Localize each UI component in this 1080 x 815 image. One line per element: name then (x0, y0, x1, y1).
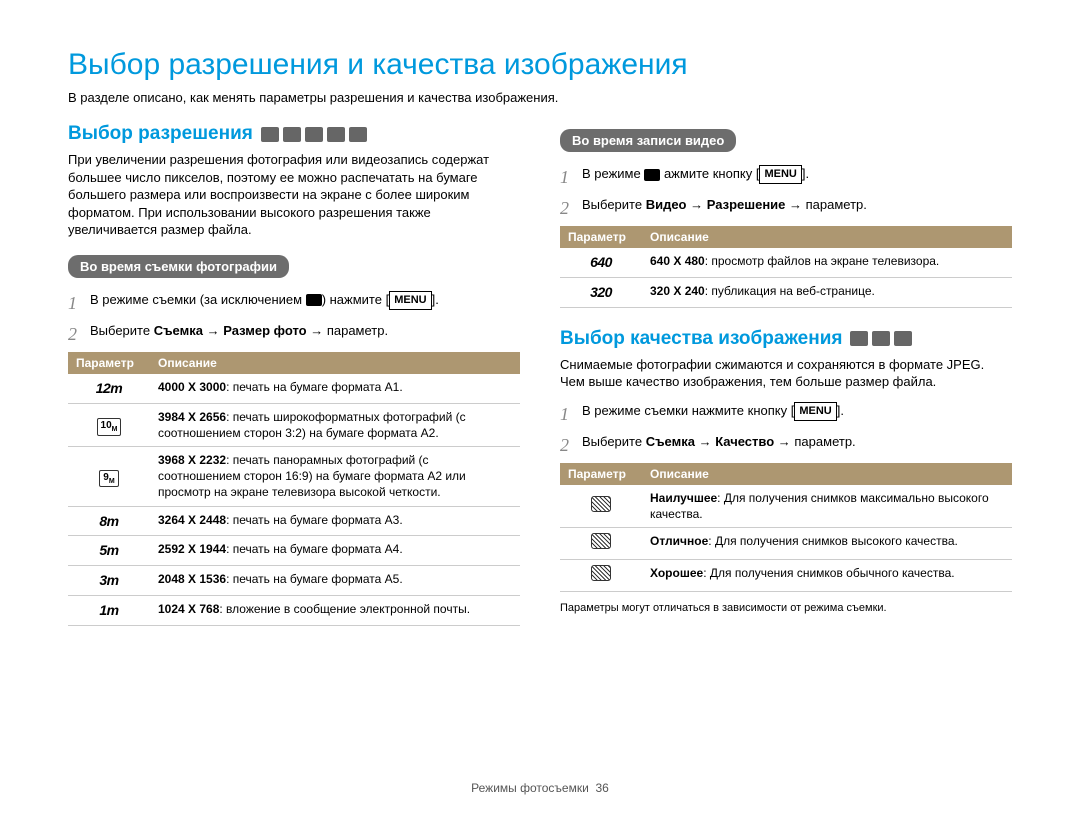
video-mode-icon (644, 169, 660, 181)
th-param: Параметр (560, 226, 642, 248)
left-column: Выбор разрешения При увеличении разрешен… (68, 123, 520, 626)
quality-icon (560, 485, 642, 528)
mode-icon (305, 127, 323, 142)
param-icon: 8m (68, 506, 150, 536)
sub-header-photo: Во время съемки фотографии (68, 255, 289, 278)
param-desc: 1024 X 768: вложение в сообщение электро… (150, 596, 520, 626)
param-icon: 320 (560, 277, 642, 307)
param-desc: 320 X 240: публикация на веб-странице. (642, 277, 1012, 307)
step-2: 2 Выберите Видео → Разрешение → параметр… (560, 195, 1012, 222)
sub-header-video: Во время записи видео (560, 129, 736, 152)
mode-icon (872, 331, 890, 346)
table-row: 1m1024 X 768: вложение в сообщение элект… (68, 596, 520, 626)
table-row: 8m3264 X 2448: печать на бумаге формата … (68, 506, 520, 536)
video-mode-icon (306, 294, 322, 306)
param-desc: 3968 X 2232: печать панорамных фотографи… (150, 447, 520, 507)
step-2: 2 Выберите Съемка → Качество → параметр. (560, 432, 1012, 459)
quality-icon (560, 560, 642, 592)
param-icon: 10M (68, 403, 150, 446)
resolution-desc: При увеличении разрешения фотография или… (68, 151, 520, 239)
param-icon: 640 (560, 248, 642, 277)
quality-table: Параметр Описание Наилучшее: Для получен… (560, 463, 1012, 592)
step-1: 1 В режиме съемки (за исключением ) нажм… (68, 290, 520, 317)
param-desc: 4000 X 3000: печать на бумаге формата A1… (150, 374, 520, 403)
footnote: Параметры могут отличаться в зависимости… (560, 602, 1012, 614)
mode-icon (349, 127, 367, 142)
menu-button-label: MENU (389, 291, 431, 310)
param-icon: 3m (68, 566, 150, 596)
table-row: Наилучшее: Для получения снимков максима… (560, 485, 1012, 528)
table-row: 640640 X 480: просмотр файлов на экране … (560, 248, 1012, 277)
mode-icon (327, 127, 345, 142)
right-column: Во время записи видео 1 В режиме ажмите … (560, 123, 1012, 626)
menu-button-label: MENU (794, 402, 836, 421)
param-icon: 12m (68, 374, 150, 403)
th-desc: Описание (642, 226, 1012, 248)
page-footer: Режимы фотосъемки 36 (0, 781, 1080, 795)
table-row: 3m2048 X 1536: печать на бумаге формата … (68, 566, 520, 596)
step-1: 1 В режиме ажмите кнопку [MENU]. (560, 164, 1012, 191)
param-desc: 3984 X 2656: печать широкоформатных фото… (150, 403, 520, 446)
quality-icon (560, 528, 642, 560)
th-desc: Описание (642, 463, 1012, 485)
photo-resolution-table: Параметр Описание 12m4000 X 3000: печать… (68, 352, 520, 626)
table-row: 9M3968 X 2232: печать панорамных фотогра… (68, 447, 520, 507)
section-title-resolution: Выбор разрешения (68, 123, 520, 145)
intro-text: В разделе описано, как менять параметры … (68, 90, 1012, 105)
param-desc: 3264 X 2448: печать на бумаге формата A3… (150, 506, 520, 536)
th-param: Параметр (68, 352, 150, 374)
step-1: 1 В режиме съемки нажмите кнопку [MENU]. (560, 401, 1012, 428)
table-row: 320320 X 240: публикация на веб-странице… (560, 277, 1012, 307)
param-desc: 2048 X 1536: печать на бумаге формата A5… (150, 566, 520, 596)
param-desc: 2592 X 1944: печать на бумаге формата A4… (150, 536, 520, 566)
mode-icon (283, 127, 301, 142)
th-desc: Описание (150, 352, 520, 374)
param-desc: Наилучшее: Для получения снимков максима… (642, 485, 1012, 528)
param-desc: 640 X 480: просмотр файлов на экране тел… (642, 248, 1012, 277)
table-row: 12m4000 X 3000: печать на бумаге формата… (68, 374, 520, 403)
table-row: 10M3984 X 2656: печать широкоформатных ф… (68, 403, 520, 446)
step-2: 2 Выберите Съемка → Размер фото → параме… (68, 321, 520, 348)
param-icon: 1m (68, 596, 150, 626)
mode-icons (261, 127, 367, 142)
page-title: Выбор разрешения и качества изображения (68, 48, 1012, 82)
table-row: Хорошее: Для получения снимков обычного … (560, 560, 1012, 592)
param-desc: Хорошее: Для получения снимков обычного … (642, 560, 1012, 592)
th-param: Параметр (560, 463, 642, 485)
quality-desc: Снимаемые фотографии сжимаются и сохраня… (560, 356, 1012, 391)
video-resolution-table: Параметр Описание 640640 X 480: просмотр… (560, 226, 1012, 308)
param-icon: 9M (68, 447, 150, 507)
mode-icon (894, 331, 912, 346)
table-row: Отличное: Для получения снимков высокого… (560, 528, 1012, 560)
table-row: 5m2592 X 1944: печать на бумаге формата … (68, 536, 520, 566)
mode-icons (850, 331, 912, 346)
section-title-quality: Выбор качества изображения (560, 328, 1012, 350)
mode-icon (261, 127, 279, 142)
param-desc: Отличное: Для получения снимков высокого… (642, 528, 1012, 560)
menu-button-label: MENU (759, 165, 801, 184)
param-icon: 5m (68, 536, 150, 566)
mode-icon (850, 331, 868, 346)
